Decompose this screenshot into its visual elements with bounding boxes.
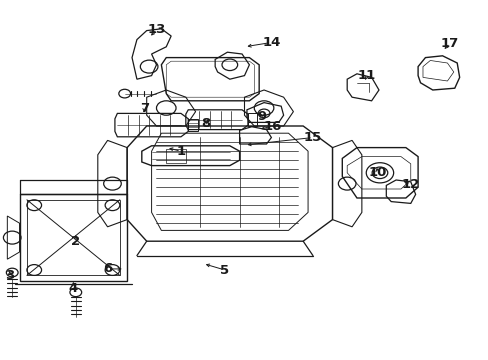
Bar [188, 119, 198, 131]
Text: 1: 1 [176, 145, 185, 158]
Text: 16: 16 [263, 120, 282, 132]
Text: 3: 3 [5, 269, 14, 282]
Text: 17: 17 [440, 37, 458, 50]
Text: 13: 13 [147, 23, 165, 36]
Text: 4: 4 [69, 282, 78, 294]
Text: 14: 14 [262, 36, 280, 49]
Bar [247, 113, 256, 126]
Text: 9: 9 [257, 111, 265, 123]
Bar [166, 149, 185, 163]
Text: 6: 6 [103, 262, 112, 275]
Text: 11: 11 [357, 69, 375, 82]
Text: 2: 2 [71, 235, 80, 248]
Text: 12: 12 [401, 178, 419, 191]
Text: 7: 7 [140, 102, 148, 114]
Text: 10: 10 [367, 166, 386, 179]
Text: 8: 8 [201, 117, 209, 130]
Text: 5: 5 [220, 264, 229, 276]
Text: 15: 15 [303, 131, 322, 144]
